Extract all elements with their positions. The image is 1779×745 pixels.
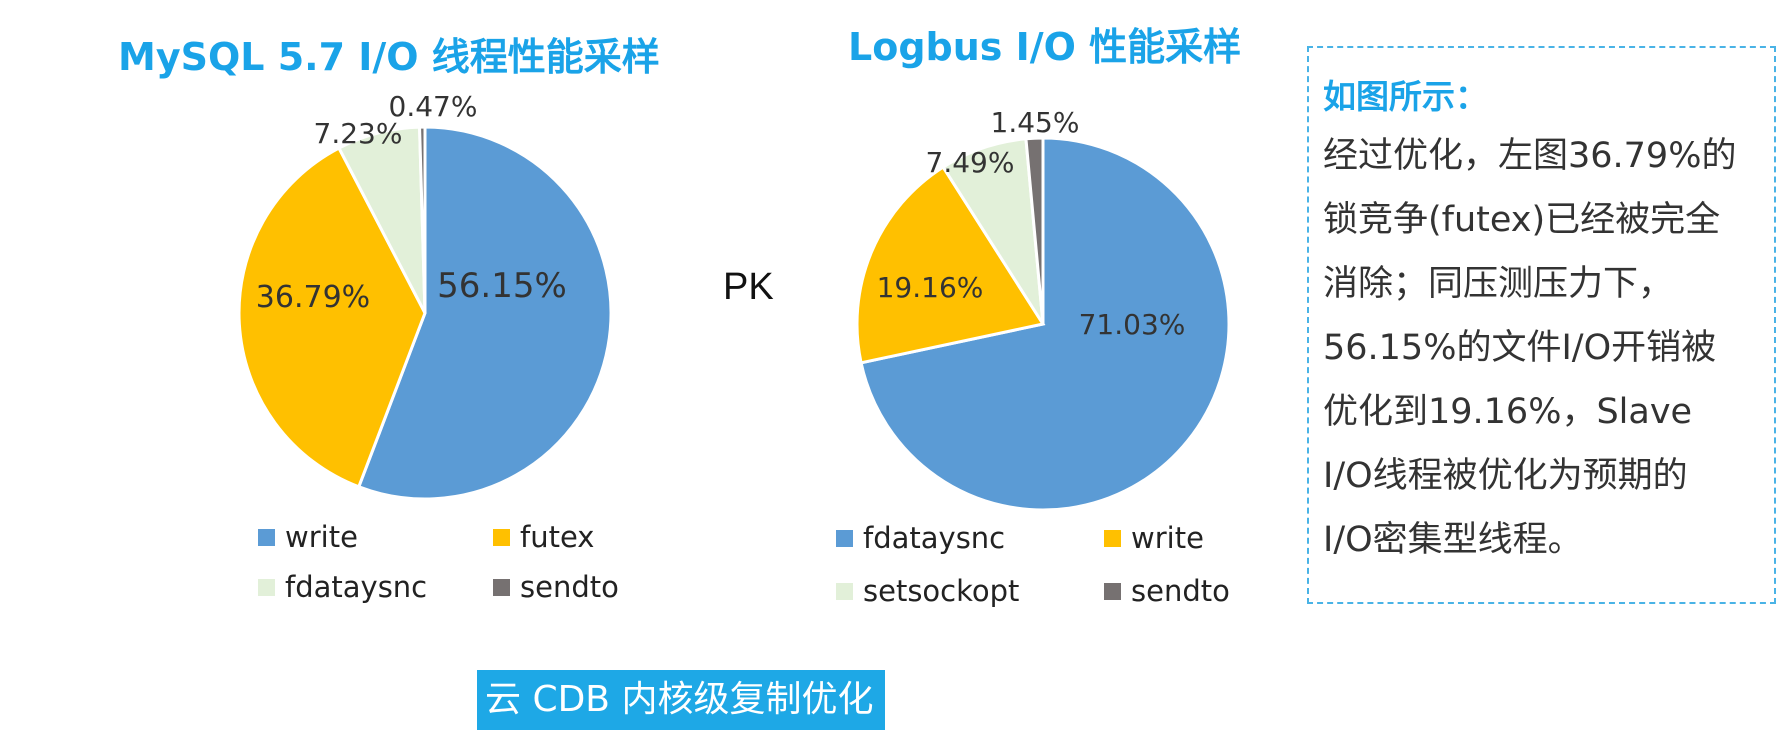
legend-item-write: write [258,520,358,554]
pie-data-label-write: 19.16% [877,271,984,304]
callout-line: 消除；同压测压力下， [1323,264,1674,304]
legend-swatch [258,578,275,596]
legend-label: write [1131,521,1204,555]
callout-line: I/O密集型线程。 [1323,520,1583,560]
legend-swatch [1104,529,1121,547]
legend-item-setsockopt: setsockopt [836,574,1019,608]
pie-slice-futex [237,146,427,489]
callout-line: I/O线程被优化为预期的 [1323,456,1688,496]
footer-badge: 云 CDB 内核级复制优化 [477,670,885,730]
legend-swatch [258,528,275,546]
legend-swatch [1104,582,1121,600]
legend-label: setsockopt [863,574,1020,608]
explanation-callout: 如图所示： 经过优化，左图36.79%的 锁竞争(futex)已经被完全 消除；… [1307,46,1776,604]
callout-line: 优化到19.16%，Slave [1323,392,1693,432]
legend-label: sendto [1131,574,1230,608]
legend-swatch [836,582,853,600]
pie-slice-sendto [1024,136,1045,325]
pie-slice-write [356,125,613,501]
callout-line: 锁竞争(futex)已经被完全 [1323,200,1721,240]
pie-data-label-fdataysnc: 7.23% [314,117,403,150]
callout-line: 经过优化，左图36.79%的 [1323,136,1737,176]
right-pie-chart: 71.03% 19.16% 7.49% 1.45% [855,106,1231,512]
legend-label: write [285,520,358,554]
legend-swatch [493,578,510,596]
legend-label: futex [520,520,595,554]
callout-body: 经过优化，左图36.79%的 锁竞争(futex)已经被完全 消除；同压测压力下… [1323,124,1760,572]
pie-data-label-fdataysnc: 71.03% [1079,308,1186,341]
callout-heading: 如图所示： [1323,77,1488,116]
legend-swatch [836,529,853,547]
legend-label: fdataysnc [285,570,428,604]
legend-item-write: write [1104,521,1204,555]
legend-swatch [493,528,510,546]
pie-data-label-futex: 36.79% [256,280,370,315]
callout-line: 56.15%的文件I/O开销被 [1323,328,1717,368]
legend-item-sendto: sendto [493,570,619,604]
pie-data-label-write: 56.15% [437,266,567,306]
legend-item-futex: futex [493,520,594,554]
pie-data-label-sendto: 0.47% [389,90,478,123]
left-pie-chart: 56.15% 36.79% 7.23%0.47% [237,90,613,501]
legend-label: sendto [520,570,619,604]
legend-label: fdataysnc [863,521,1006,555]
pie-data-label-setsockopt: 7.49% [926,146,1015,179]
pie-slice-sendto [417,125,427,314]
pie-slice-fdataysnc [859,136,1231,512]
right-chart-title: Logbus I/O 性能采样 [848,25,1242,69]
legend-item-sendto: sendto [1104,574,1230,608]
pie-data-label-sendto: 1.45% [991,106,1080,139]
pie-slice-write [855,164,1046,365]
left-chart-title: MySQL 5.7 I/O 线程性能采样 [118,35,660,79]
legend-item-fdataysnc: fdataysnc [836,521,1005,555]
legend-item-fdataysnc: fdataysnc [258,570,427,604]
pk-label: PK [723,266,774,308]
